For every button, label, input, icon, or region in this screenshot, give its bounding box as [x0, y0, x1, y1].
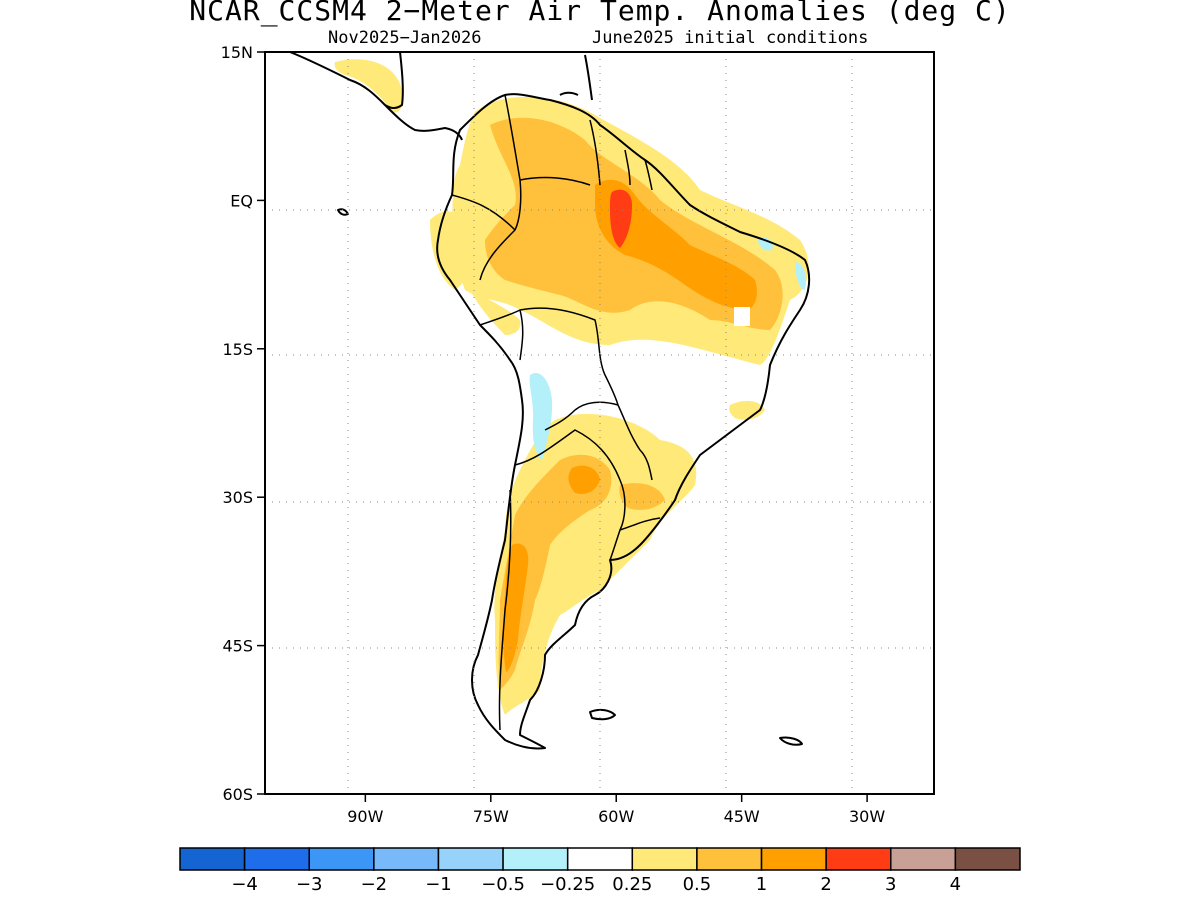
anomaly-region-brazil-coast-0.5 — [729, 400, 765, 420]
lon-tick-label: 30W — [849, 807, 885, 826]
missing-data-cell — [734, 307, 750, 326]
colorbar-label: −0.25 — [540, 874, 595, 895]
colorbar: −4 −3 −2 −1 −0.5 −0.25 0.25 0.5 1 2 3 4 — [179, 847, 1021, 895]
lon-tick-label: 90W — [347, 807, 383, 826]
coastlines — [289, 52, 811, 750]
map-plot-area — [265, 52, 934, 794]
colorbar-swatch-1 — [243, 847, 310, 871]
anomaly-shading-minus-0.25 — [529, 237, 806, 460]
anomaly-region-altiplano-minus-0.25 — [529, 372, 553, 460]
colorbar-swatch-3 — [373, 847, 440, 871]
lat-tick-label: 45S — [222, 637, 253, 656]
map-frame — [264, 51, 935, 795]
colorbar-label: 2 — [820, 874, 831, 895]
country-borders-north — [451, 94, 653, 281]
anomaly-shading-2 — [503, 179, 757, 672]
colorbar-swatch-2 — [308, 847, 375, 871]
anomaly-region-peak-3 — [610, 189, 632, 248]
country-borders — [451, 94, 661, 731]
colorbar-label: −1 — [425, 874, 452, 895]
coastline-south-america — [436, 93, 811, 750]
anomaly-region-peru-0.5 — [470, 290, 521, 335]
colorbar-swatch-7 — [631, 847, 698, 871]
colorbar-label: 4 — [950, 874, 961, 895]
coastline-central-america — [289, 52, 463, 141]
lon-tick-label: 75W — [473, 807, 509, 826]
coastline-lesser-antilles — [559, 54, 593, 101]
colorbar-swatch-4 — [437, 847, 504, 871]
coastline-south-georgia — [779, 736, 803, 746]
colorbar-label: 0.25 — [612, 874, 652, 895]
map-title: NCAR_CCSM4 2−Meter Air Temp. Anomalies (… — [189, 0, 1011, 27]
colorbar-label: −3 — [296, 874, 323, 895]
anomaly-region-central-amazon-2 — [595, 179, 757, 310]
lat-tick-label: 15S — [222, 340, 253, 359]
country-borders-central — [479, 307, 653, 481]
colorbar-label: 1 — [756, 874, 767, 895]
colorbar-swatch-0 — [179, 847, 246, 871]
coastline-falklands — [589, 708, 616, 721]
colorbar-swatch-8 — [696, 847, 763, 871]
anomaly-region-argentina-2 — [568, 465, 600, 494]
colorbar-label: −0.5 — [481, 874, 525, 895]
subtitle-initial-conditions: June2025 initial conditions — [592, 28, 869, 48]
colorbar-swatch-12 — [954, 847, 1021, 871]
anomaly-region-east-tip-minus-0.25 — [795, 262, 806, 290]
gridlines — [265, 52, 934, 794]
anomaly-region-central-america-0.5 — [334, 59, 403, 113]
colorbar-label: 3 — [885, 874, 896, 895]
lat-tick-label: EQ — [230, 191, 253, 210]
colorbar-label: −4 — [231, 874, 258, 895]
lat-axis: 15N EQ 15S 30S 45S 60S — [221, 43, 265, 804]
colorbar-swatch-5 — [502, 847, 569, 871]
colorbar-swatch-11 — [890, 847, 957, 871]
colorbar-label: −2 — [361, 874, 388, 895]
lon-tick-label: 45W — [724, 807, 760, 826]
colorbar-swatch-10 — [825, 847, 892, 871]
country-borders-south — [498, 429, 661, 731]
anomaly-region-southern-brazil-1 — [619, 483, 665, 510]
lon-axis: 90W 75W 60W 45W 30W — [347, 794, 885, 826]
lat-tick-label: 60S — [222, 785, 253, 804]
subtitle-period: Nov2025−Jan2026 — [328, 28, 482, 48]
colorbar-swatch-9 — [760, 847, 827, 871]
anomaly-region-argentina-1 — [498, 454, 612, 690]
lon-tick-label: 60W — [598, 807, 634, 826]
colorbar-swatch-6 — [566, 847, 634, 871]
colorbar-label: 0.5 — [683, 874, 712, 895]
anomaly-region-andes-2 — [503, 543, 529, 672]
anomaly-region-northeast-coast-minus-0.25 — [758, 237, 773, 251]
lat-tick-label: 15N — [221, 43, 253, 62]
lat-tick-label: 30S — [222, 488, 253, 507]
